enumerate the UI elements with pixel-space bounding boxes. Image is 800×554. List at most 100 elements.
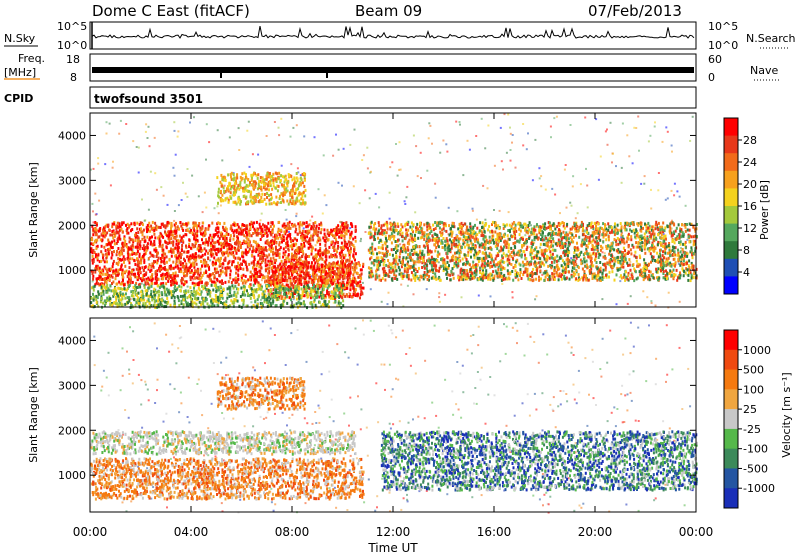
data-cell (381, 243, 384, 247)
speckle (144, 219, 147, 222)
data-cell (120, 246, 123, 250)
data-cell (205, 260, 208, 264)
speckle (621, 122, 624, 125)
data-cell (196, 234, 199, 238)
data-cell (181, 244, 184, 247)
data-cell (155, 280, 158, 283)
data-cell (274, 275, 277, 279)
data-cell (344, 265, 347, 269)
data-cell (311, 235, 314, 239)
data-cell (103, 260, 106, 264)
data-cell (146, 242, 149, 246)
data-cell (162, 251, 165, 255)
speckle (642, 290, 645, 293)
data-cell (289, 279, 292, 283)
data-cell (125, 229, 128, 232)
data-cell (376, 252, 378, 256)
data-cell (348, 244, 351, 247)
data-cell (280, 228, 283, 232)
data-cell (111, 265, 114, 269)
data-cell (141, 230, 144, 234)
speckle (297, 171, 300, 174)
data-cell (516, 271, 518, 275)
data-cell (289, 268, 292, 272)
data-cell (672, 277, 675, 281)
data-cell (540, 277, 542, 281)
data-cell (230, 224, 233, 228)
data-cell (229, 247, 232, 251)
data-cell (354, 258, 356, 262)
speckle (650, 302, 653, 304)
data-cell (561, 273, 563, 277)
data-cell (666, 259, 669, 263)
data-cell (239, 246, 242, 249)
data-cell (205, 283, 208, 287)
data-cell (377, 259, 380, 263)
data-cell (314, 253, 317, 257)
data-cell (353, 289, 356, 293)
data-cell (134, 235, 137, 239)
data-cell (626, 236, 629, 240)
data-cell (435, 237, 438, 241)
data-cell (159, 226, 162, 229)
data-cell (288, 258, 291, 262)
data-cell (136, 275, 139, 279)
data-cell (446, 255, 449, 259)
data-cell (448, 233, 451, 237)
data-cell (132, 245, 135, 249)
speckle (438, 292, 441, 295)
data-cell (469, 268, 472, 271)
speckle (219, 204, 222, 207)
data-cell (350, 223, 353, 227)
data-cell (345, 232, 348, 236)
data-cell (330, 270, 333, 274)
data-cell (231, 260, 234, 264)
speckle (522, 144, 525, 147)
data-cell (237, 246, 240, 250)
speckle (677, 262, 680, 265)
data-cell (513, 233, 516, 237)
data-cell (202, 231, 205, 235)
data-cell (586, 224, 589, 228)
speckle (455, 120, 458, 123)
data-cell (292, 244, 295, 248)
data-cell (646, 247, 649, 251)
data-cell (587, 232, 590, 236)
data-cell (143, 252, 146, 256)
data-cell (458, 275, 461, 279)
data-cell (151, 262, 154, 266)
data-cell (447, 266, 450, 270)
data-cell (642, 275, 645, 278)
data-cell (137, 260, 140, 264)
data-cell (609, 225, 611, 229)
cpid-panel (89, 86, 697, 109)
data-cell (377, 256, 380, 260)
data-cell (340, 236, 343, 240)
data-cell (317, 259, 320, 263)
data-cell (426, 225, 429, 229)
speckle (295, 215, 298, 218)
data-cell (127, 250, 130, 254)
data-cell (609, 257, 612, 261)
speckle (511, 134, 514, 136)
data-cell (138, 283, 140, 287)
data-cell (336, 228, 339, 232)
data-cell (183, 257, 185, 261)
data-cell (479, 221, 482, 225)
data-cell (200, 232, 202, 236)
data-cell (104, 272, 107, 276)
speckle (502, 168, 504, 171)
data-cell (90, 238, 93, 241)
data-cell (226, 247, 229, 251)
speckle (550, 136, 552, 139)
data-cell (139, 244, 142, 248)
data-cell (128, 266, 131, 270)
data-cell (341, 261, 344, 265)
data-cell (318, 295, 321, 299)
data-cell (175, 281, 178, 285)
data-cell (119, 225, 122, 229)
data-cell (324, 273, 327, 277)
data-cell (295, 269, 298, 273)
data-cell (639, 268, 642, 272)
data-cell (315, 254, 318, 258)
